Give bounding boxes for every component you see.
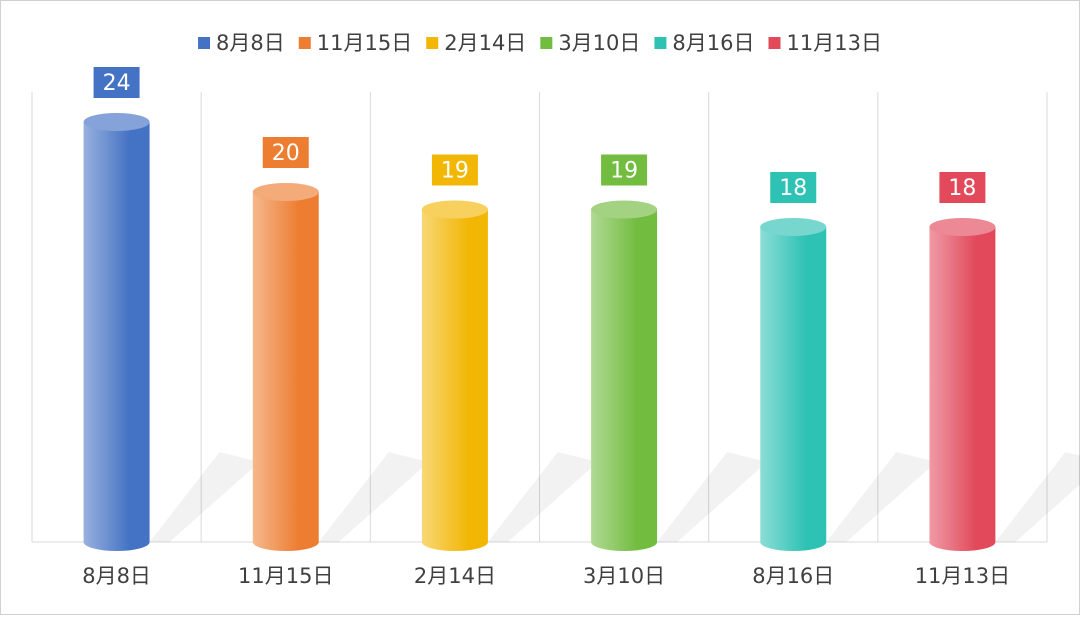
bar-shadow: [487, 452, 598, 542]
value-label: 18: [948, 176, 976, 201]
x-tick-label: 2月14日: [414, 564, 496, 588]
x-tick-label: 8月8日: [82, 564, 151, 588]
bar: [83, 113, 150, 551]
bar-shadow: [826, 452, 937, 542]
value-label: 18: [779, 176, 807, 201]
legend-label: 8月16日: [672, 31, 754, 55]
legend-swatch: [768, 37, 781, 49]
legend-swatch: [298, 37, 311, 49]
legend-swatch: [198, 37, 211, 49]
value-label-box: [93, 67, 140, 98]
value-label: 19: [441, 159, 469, 184]
bar-shadow: [657, 452, 768, 542]
x-tick-label: 8月16日: [752, 564, 834, 588]
value-label-box: [770, 172, 817, 203]
legend-label: 3月10日: [558, 31, 640, 55]
bar-shadow: [149, 452, 260, 542]
value-label-box: [262, 137, 309, 168]
legend-swatch: [426, 37, 439, 49]
value-label-box: [601, 154, 648, 186]
value-label-box: [939, 172, 986, 203]
x-tick-label: 11月15日: [238, 564, 333, 588]
x-tick-label: 11月13日: [915, 564, 1010, 588]
legend-swatch: [654, 37, 667, 49]
legend-label: 8月8日: [216, 31, 285, 55]
bar: [929, 218, 996, 551]
legend-label: 2月14日: [444, 31, 526, 55]
value-label: 20: [272, 141, 300, 166]
bar: [591, 200, 658, 551]
bar: [421, 200, 488, 551]
legend-label: 11月13日: [787, 31, 882, 55]
bar-shadow: [318, 452, 429, 542]
value-label: 24: [103, 71, 131, 96]
value-label-box: [431, 154, 478, 186]
legend-label: 11月15日: [317, 31, 412, 55]
bar: [760, 218, 827, 551]
bar-shadow: [995, 452, 1080, 542]
legend-swatch: [540, 37, 553, 49]
value-label: 19: [610, 159, 638, 184]
bar: [252, 183, 319, 551]
x-tick-label: 3月10日: [583, 564, 665, 588]
